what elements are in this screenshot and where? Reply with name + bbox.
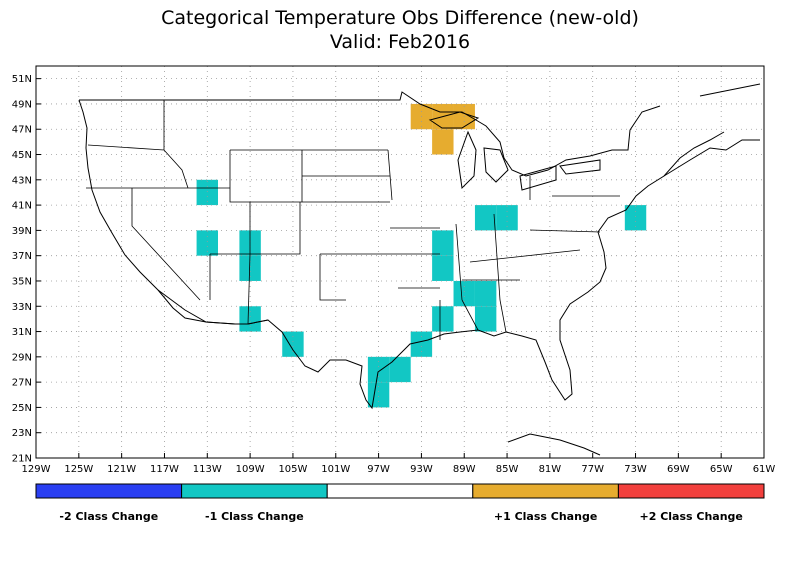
cell-minus1: [196, 230, 218, 256]
lat-label: 51N: [12, 74, 32, 85]
lat-lon-gridlines: [35, 66, 765, 459]
lat-label: 23N: [12, 428, 32, 439]
lat-label: 21N: [12, 454, 32, 465]
legend-label: +2 Class Change: [640, 510, 743, 523]
longitude-labels: 129W 125W 121W 117W 113W 109W 105W 101W 97W 93W 89…: [22, 464, 776, 475]
lat-label: 35N: [12, 276, 32, 287]
legend-swatch: [617, 483, 765, 499]
base-map: [78, 83, 761, 456]
lon-label: 89W: [453, 464, 476, 475]
legend-swatch: [35, 483, 183, 499]
legend-label: -1 Class Change: [205, 510, 304, 523]
lon-label: 93W: [410, 464, 433, 475]
cell-minus1: [239, 306, 261, 332]
cell-minus1: [282, 331, 304, 357]
cell-minus1: [432, 230, 454, 256]
lon-label: 97W: [367, 464, 390, 475]
canada-border: [79, 91, 661, 177]
legend-swatch: [181, 483, 328, 499]
lat-label: 43N: [12, 175, 32, 186]
cell-minus1: [239, 255, 261, 281]
legend-label: +1 Class Change: [494, 510, 597, 523]
lat-label: 45N: [12, 150, 32, 161]
lat-label: 33N: [12, 302, 32, 313]
cell-minus1: [624, 205, 647, 231]
canada-maritimes: [663, 83, 761, 177]
cell-minus1: [496, 205, 518, 231]
cell-minus1: [474, 306, 497, 332]
lat-label: 49N: [12, 99, 32, 110]
lat-label: 25N: [12, 403, 32, 414]
lon-label: 69W: [667, 464, 690, 475]
map-title: Categorical Temperature Obs Difference (…: [161, 7, 639, 29]
great-lakes: [428, 111, 601, 191]
cell-minus1: [432, 306, 454, 332]
lat-label: 39N: [12, 226, 32, 237]
cell-minus1: [196, 179, 218, 206]
lon-label: 113W: [193, 464, 222, 475]
cell-minus1: [474, 280, 497, 307]
cell-minus1: [474, 205, 497, 231]
lat-label: 31N: [12, 327, 32, 338]
lon-label: 77W: [581, 464, 604, 475]
latitude-labels: 51N 49N 47N 45N 43N 41N 39N 37N 35N 33N 31N 29N 27N 2…: [12, 74, 32, 464]
lat-label: 27N: [12, 378, 32, 389]
lon-label: 105W: [278, 464, 307, 475]
lon-label: 85W: [496, 464, 519, 475]
cell-minus1: [453, 280, 475, 307]
lon-label: 65W: [710, 464, 733, 475]
legend-label: -2 Class Change: [59, 510, 158, 523]
lon-label: 101W: [321, 464, 350, 475]
lon-label: 81W: [539, 464, 562, 475]
mexico-border: [157, 289, 269, 325]
lon-label: 109W: [236, 464, 265, 475]
lon-label: 61W: [753, 464, 776, 475]
lat-label: 41N: [12, 201, 32, 212]
anomaly-cells: [196, 103, 647, 408]
cell-minus1: [367, 382, 390, 408]
cell-minus1: [410, 331, 433, 357]
lon-label: 121W: [107, 464, 136, 475]
lon-label: 73W: [624, 464, 647, 475]
state-borders: [86, 100, 620, 340]
cell-minus1: [389, 356, 411, 383]
lon-label: 125W: [64, 464, 93, 475]
lon-label: 117W: [150, 464, 179, 475]
lat-label: 37N: [12, 251, 32, 262]
cell-minus1: [432, 255, 454, 281]
lat-label: 29N: [12, 352, 32, 363]
lat-label: 47N: [12, 125, 32, 136]
lon-label: 129W: [22, 464, 51, 475]
legend: -2 Class Change -1 Class Change +1 Class C…: [35, 483, 765, 523]
map-subtitle: Valid: Feb2016: [329, 31, 471, 53]
cuba: [507, 433, 601, 456]
cell-minus1: [367, 356, 390, 383]
legend-swatch: [326, 483, 474, 499]
cell-plus1: [432, 129, 454, 155]
legend-swatch: [472, 483, 619, 499]
map-frame: [35, 65, 765, 459]
